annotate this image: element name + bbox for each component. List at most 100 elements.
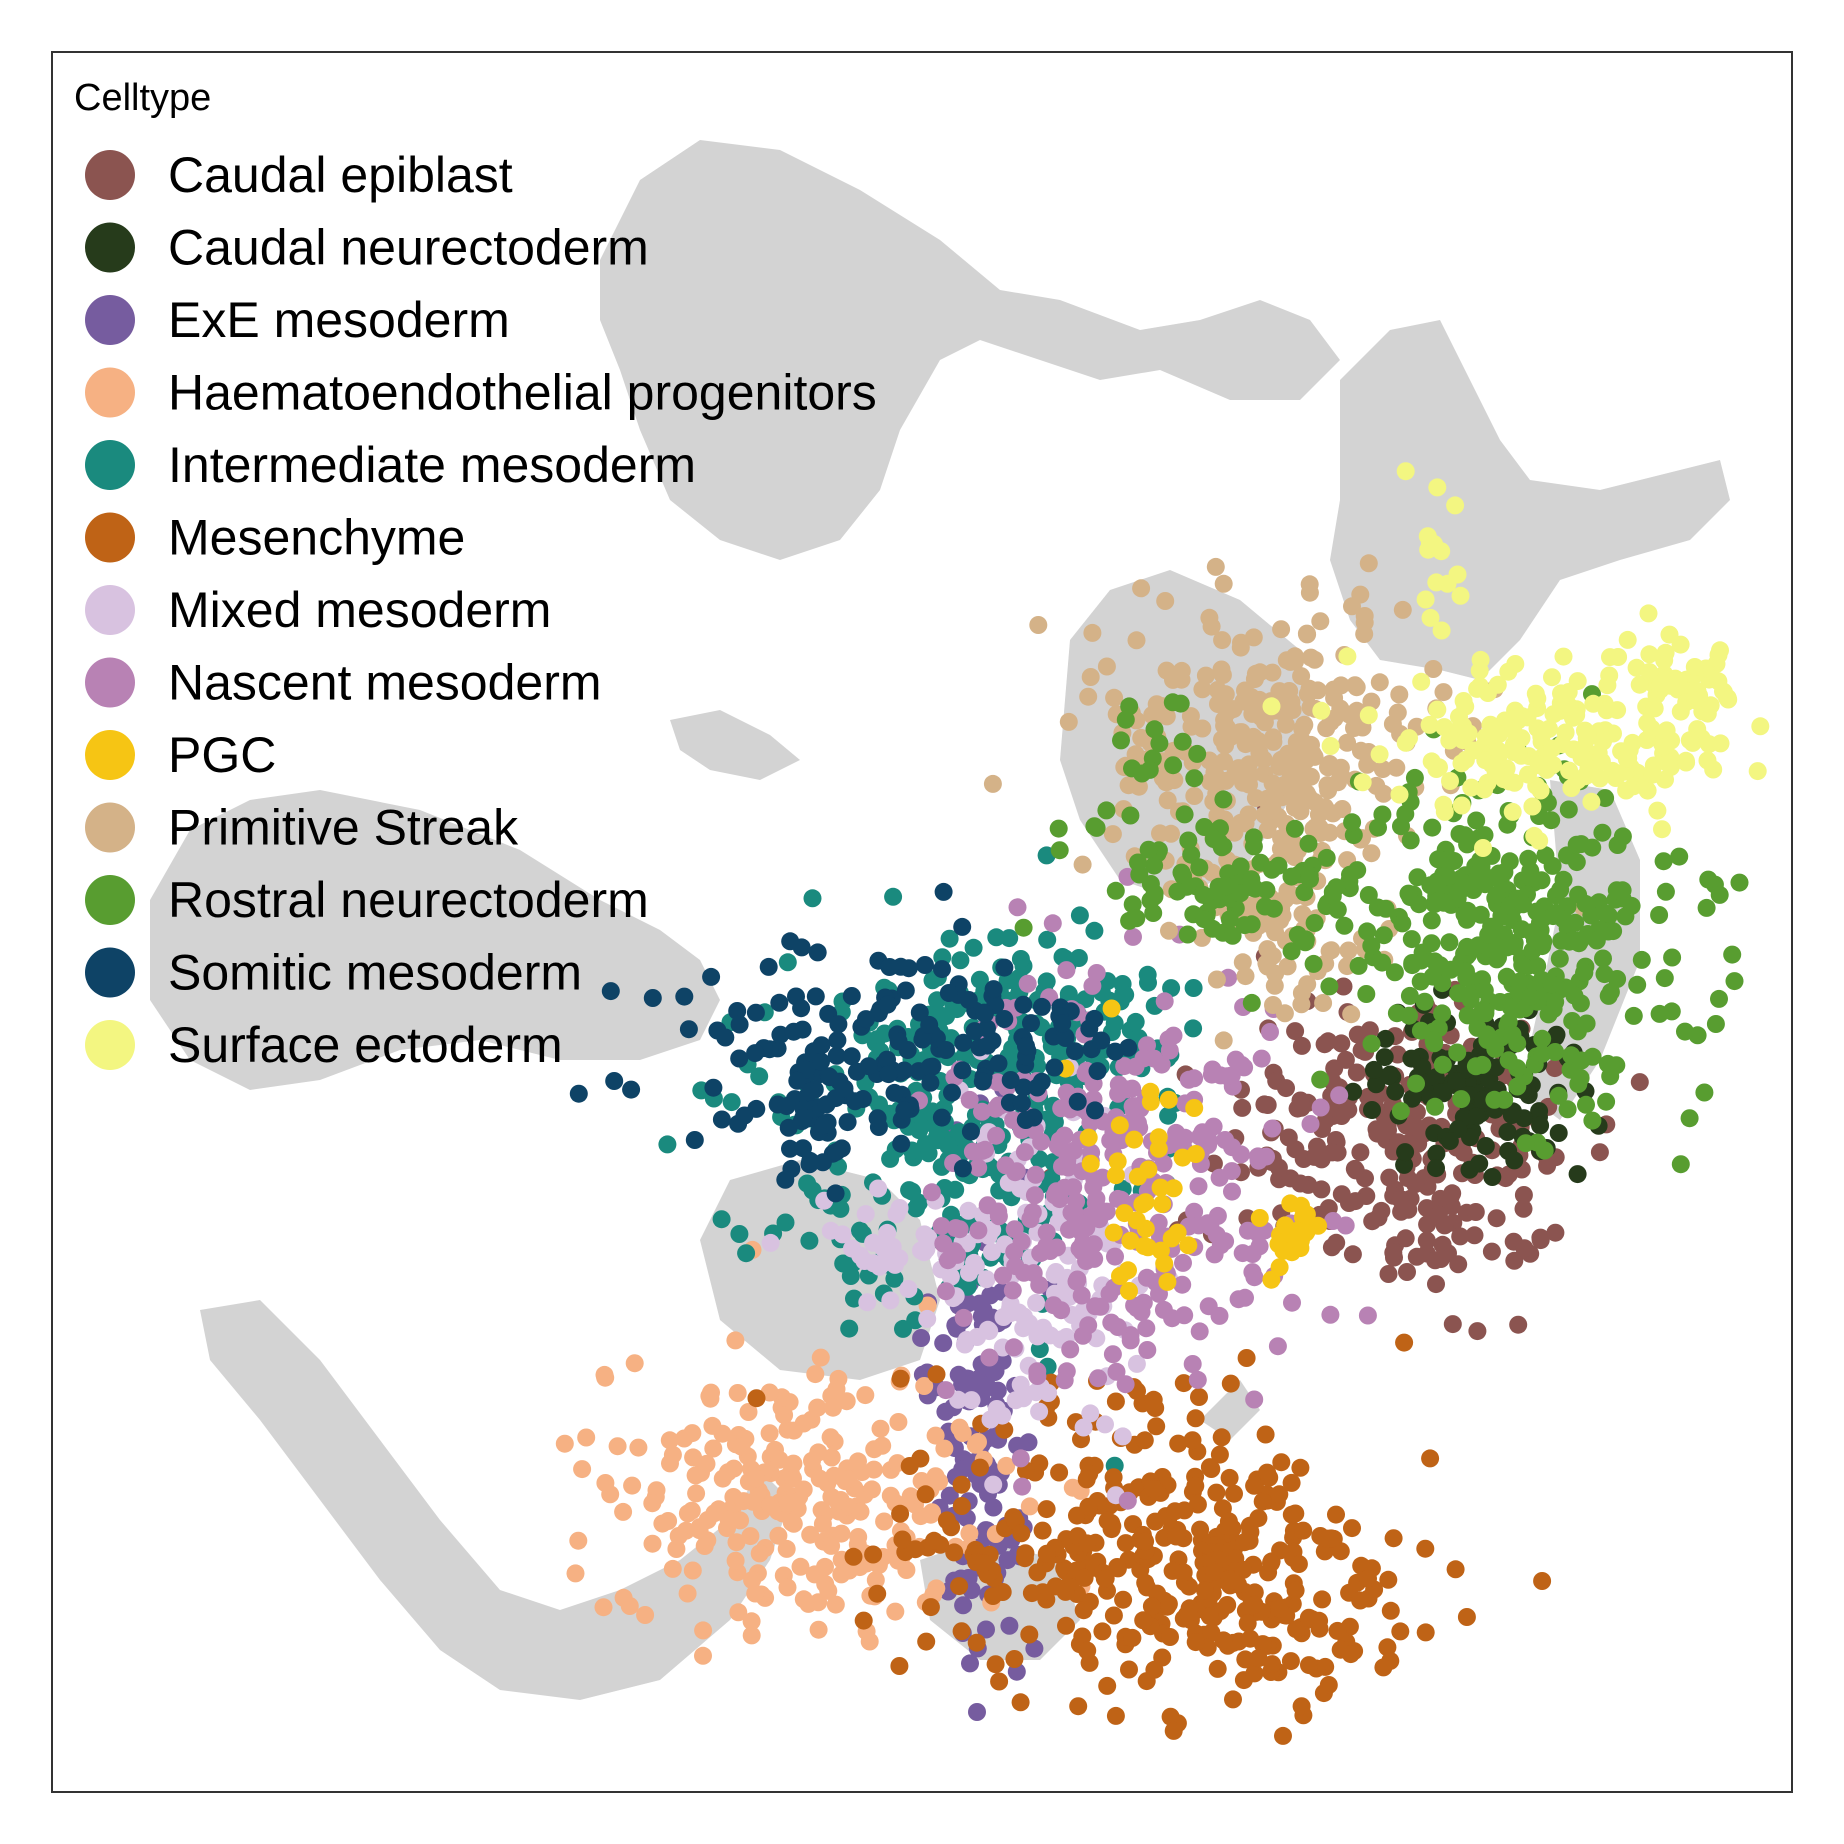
- cell-point: [1162, 824, 1180, 843]
- cell-point: [803, 889, 822, 908]
- cell-point: [936, 1402, 955, 1421]
- cell-point: [1566, 913, 1585, 932]
- cell-point: [1656, 643, 1675, 662]
- cell-point: [1008, 898, 1027, 917]
- cell-point: [702, 967, 721, 986]
- cell-point: [1564, 740, 1583, 759]
- cell-point: [761, 1233, 780, 1252]
- cell-point: [1465, 1226, 1484, 1245]
- cell-point: [697, 1454, 716, 1473]
- cell-point: [1283, 701, 1302, 719]
- cell-point: [916, 1135, 935, 1154]
- cell-point: [1313, 1590, 1332, 1609]
- cell-point: [742, 1626, 761, 1645]
- cell-point: [1346, 1192, 1365, 1211]
- cell-point: [1139, 973, 1157, 992]
- cell-point: [960, 1524, 979, 1543]
- cell-point: [1478, 1031, 1497, 1049]
- cell-point: [1016, 1111, 1035, 1129]
- cell-point: [920, 1015, 939, 1034]
- cell-point: [1628, 975, 1647, 994]
- cell-point: [1497, 967, 1516, 986]
- cell-point: [1661, 676, 1680, 695]
- cell-point: [1160, 921, 1178, 940]
- cell-point: [1282, 1473, 1301, 1492]
- cell-point: [1011, 1693, 1030, 1712]
- legend-label-mesenchyme: Mesenchyme: [168, 510, 465, 566]
- cell-point: [1608, 701, 1627, 720]
- cell-point: [746, 1584, 765, 1603]
- cell-point: [1121, 1231, 1140, 1250]
- cell-point: [838, 1113, 857, 1132]
- legend: Celltype Caudal epiblast Caudal neurectod…: [74, 77, 877, 1073]
- cell-point: [1046, 1577, 1065, 1596]
- cell-point: [595, 1365, 614, 1384]
- cell-point: [1473, 1055, 1492, 1074]
- cell-point: [1028, 1327, 1047, 1346]
- cell-point: [1167, 1527, 1186, 1546]
- cell-point: [1221, 700, 1240, 718]
- cell-point: [1686, 691, 1705, 710]
- cell-point: [1032, 997, 1051, 1016]
- cell-point: [1286, 1581, 1305, 1600]
- cell-point: [1011, 1449, 1030, 1468]
- cell-point: [1232, 1145, 1250, 1164]
- cell-point: [946, 1219, 965, 1238]
- cell-point: [1132, 728, 1151, 747]
- cell-point: [1029, 616, 1048, 634]
- cell-point: [1147, 1417, 1166, 1436]
- cell-point: [704, 1439, 723, 1458]
- cell-point: [1467, 1107, 1486, 1126]
- cell-point: [808, 943, 827, 962]
- cell-point: [1126, 1057, 1145, 1076]
- cell-point: [1359, 554, 1378, 573]
- cell-point: [1559, 800, 1578, 819]
- cell-point: [1190, 1388, 1208, 1406]
- cell-point: [1433, 1055, 1452, 1074]
- cell-point: [895, 1101, 914, 1120]
- cell-point: [1370, 745, 1389, 764]
- cell-point: [1343, 1519, 1361, 1538]
- cell-point: [897, 1561, 916, 1579]
- cell-point: [851, 1221, 869, 1240]
- cell-point: [1025, 1639, 1044, 1658]
- cell-point: [1654, 852, 1673, 871]
- cell-point: [1216, 771, 1235, 790]
- cell-point: [1158, 791, 1177, 810]
- cell-point: [1217, 877, 1236, 896]
- cell-point: [950, 1577, 969, 1596]
- cell-point: [969, 1221, 988, 1240]
- legend-label-mixed-mesoderm: Mixed mesoderm: [168, 582, 551, 638]
- cell-point: [936, 1282, 955, 1301]
- cell-point: [1121, 1331, 1140, 1350]
- cell-point: [1343, 597, 1361, 616]
- cell-point: [1656, 882, 1675, 901]
- cell-point: [1003, 1281, 1022, 1300]
- cell-point: [1028, 1362, 1047, 1381]
- cell-point: [746, 1003, 765, 1022]
- cell-point: [1630, 675, 1649, 694]
- cell-point: [1110, 1116, 1129, 1135]
- cell-point: [1286, 1022, 1305, 1041]
- cell-point: [943, 1083, 961, 1102]
- cell-point: [973, 1102, 991, 1121]
- cell-point: [1522, 923, 1541, 942]
- cell-point: [896, 981, 915, 1000]
- cell-point: [984, 1498, 1003, 1517]
- cell-point: [1321, 1305, 1340, 1324]
- cell-point: [1403, 1089, 1422, 1108]
- cell-point: [1114, 1590, 1133, 1609]
- cell-point: [1277, 1079, 1295, 1098]
- cell-point: [1215, 716, 1234, 735]
- cell-point: [910, 1121, 929, 1140]
- cell-point: [1014, 995, 1033, 1014]
- cell-point: [863, 1480, 881, 1499]
- cell-point: [1583, 1111, 1602, 1130]
- cell-point: [927, 1365, 946, 1384]
- cell-point: [1320, 977, 1339, 996]
- cell-point: [1670, 847, 1689, 866]
- cell-point: [1338, 647, 1357, 666]
- cell-point: [925, 1531, 943, 1550]
- legend-key-caudal-epiblast: [85, 150, 135, 200]
- cell-point: [1291, 1174, 1310, 1193]
